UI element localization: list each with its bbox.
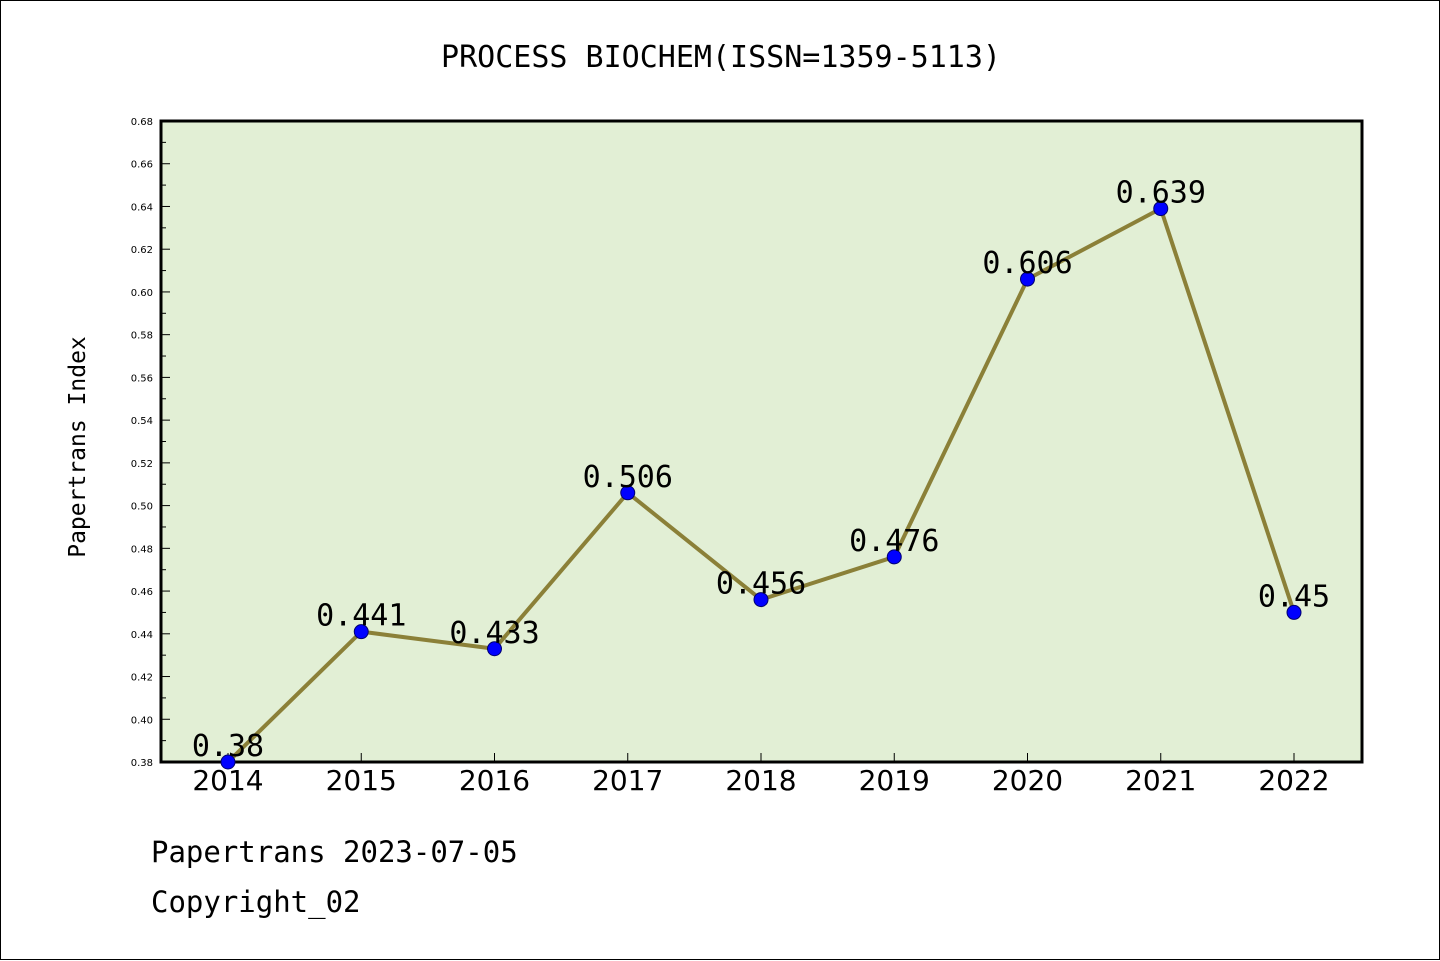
y-tick-label: 0.56 xyxy=(131,373,153,384)
y-tick-label: 0.58 xyxy=(131,331,153,342)
y-tick-label: 0.46 xyxy=(131,587,153,598)
data-label: 0.476 xyxy=(849,524,939,559)
y-axis: 0.38 0.40 0.42 0.44 0.46 0.48 0.50 0.52 0.54 0.56… xyxy=(131,117,170,769)
x-tick-label: 2020 xyxy=(992,764,1063,797)
data-label: 0.606 xyxy=(982,246,1072,281)
x-axis: 2014 2015 2016 2017 2018 2019 2020 2021 2022 xyxy=(192,753,1330,797)
data-point xyxy=(1020,271,1035,287)
data-point xyxy=(353,624,369,640)
x-tick-label: 2018 xyxy=(725,764,796,797)
x-tick-label: 2017 xyxy=(592,764,663,797)
footer-copyright: Copyright_02 xyxy=(151,885,361,919)
y-tick-label: 0.48 xyxy=(131,544,153,555)
data-point xyxy=(1153,201,1169,217)
data-labels: 0.38 0.441 0.433 0.506 0.456 0.476 0.606 0.639 0… xyxy=(192,176,1330,764)
y-tick-label: 0.54 xyxy=(131,416,153,427)
y-tick-label: 0.40 xyxy=(131,715,153,726)
data-point xyxy=(620,485,636,501)
data-label: 0.441 xyxy=(316,599,406,634)
data-label: 0.433 xyxy=(449,616,539,651)
data-point xyxy=(1286,604,1302,620)
x-tick-label: 2022 xyxy=(1258,764,1329,797)
y-tick-label: 0.64 xyxy=(131,202,153,213)
data-series xyxy=(220,201,1302,770)
data-label: 0.456 xyxy=(716,567,806,602)
y-tick-label: 0.62 xyxy=(131,245,153,256)
footer-date: Papertrans 2023-07-05 xyxy=(151,835,518,869)
data-point xyxy=(487,641,502,657)
x-tick-label: 2016 xyxy=(459,764,530,797)
y-axis-label: Papertrans Index xyxy=(65,336,91,558)
y-tick-label: 0.44 xyxy=(131,630,153,641)
data-label: 0.506 xyxy=(583,460,673,495)
x-tick-label: 2015 xyxy=(326,764,397,797)
y-tick-label: 0.52 xyxy=(131,459,153,470)
y-tick-label: 0.50 xyxy=(131,502,153,513)
plot-area xyxy=(159,119,1364,764)
y-tick-label: 0.42 xyxy=(131,673,153,684)
y-tick-label: 0.38 xyxy=(131,758,153,769)
chart-title: PROCESS BIOCHEM(ISSN=1359-5113) xyxy=(441,40,1001,75)
y-tick-label: 0.66 xyxy=(131,160,153,171)
data-point xyxy=(886,549,902,565)
data-label: 0.45 xyxy=(1258,579,1330,614)
data-label: 0.38 xyxy=(192,729,264,764)
data-point xyxy=(220,754,236,770)
x-tick-label: 2021 xyxy=(1125,764,1196,797)
y-tick-label: 0.60 xyxy=(131,288,153,299)
x-tick-label: 2019 xyxy=(859,764,930,797)
data-point xyxy=(753,592,769,608)
y-tick-label: 0.68 xyxy=(131,117,153,128)
data-label: 0.639 xyxy=(1116,176,1206,211)
